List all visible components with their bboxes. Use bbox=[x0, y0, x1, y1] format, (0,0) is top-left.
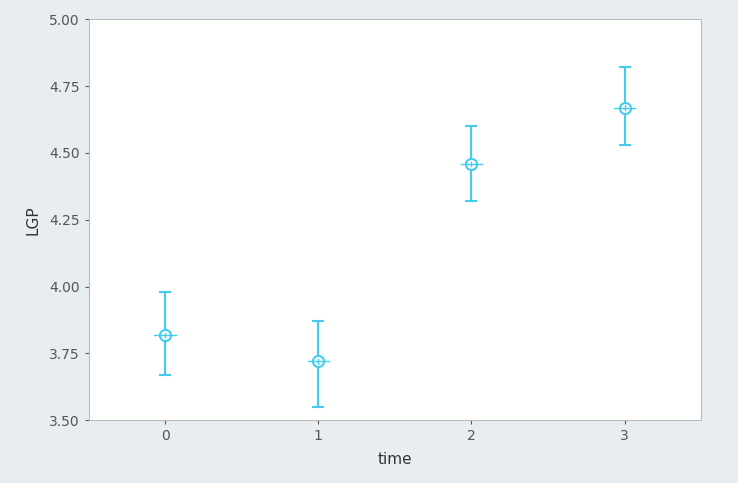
X-axis label: time: time bbox=[378, 452, 412, 467]
Y-axis label: LGP: LGP bbox=[26, 205, 41, 235]
